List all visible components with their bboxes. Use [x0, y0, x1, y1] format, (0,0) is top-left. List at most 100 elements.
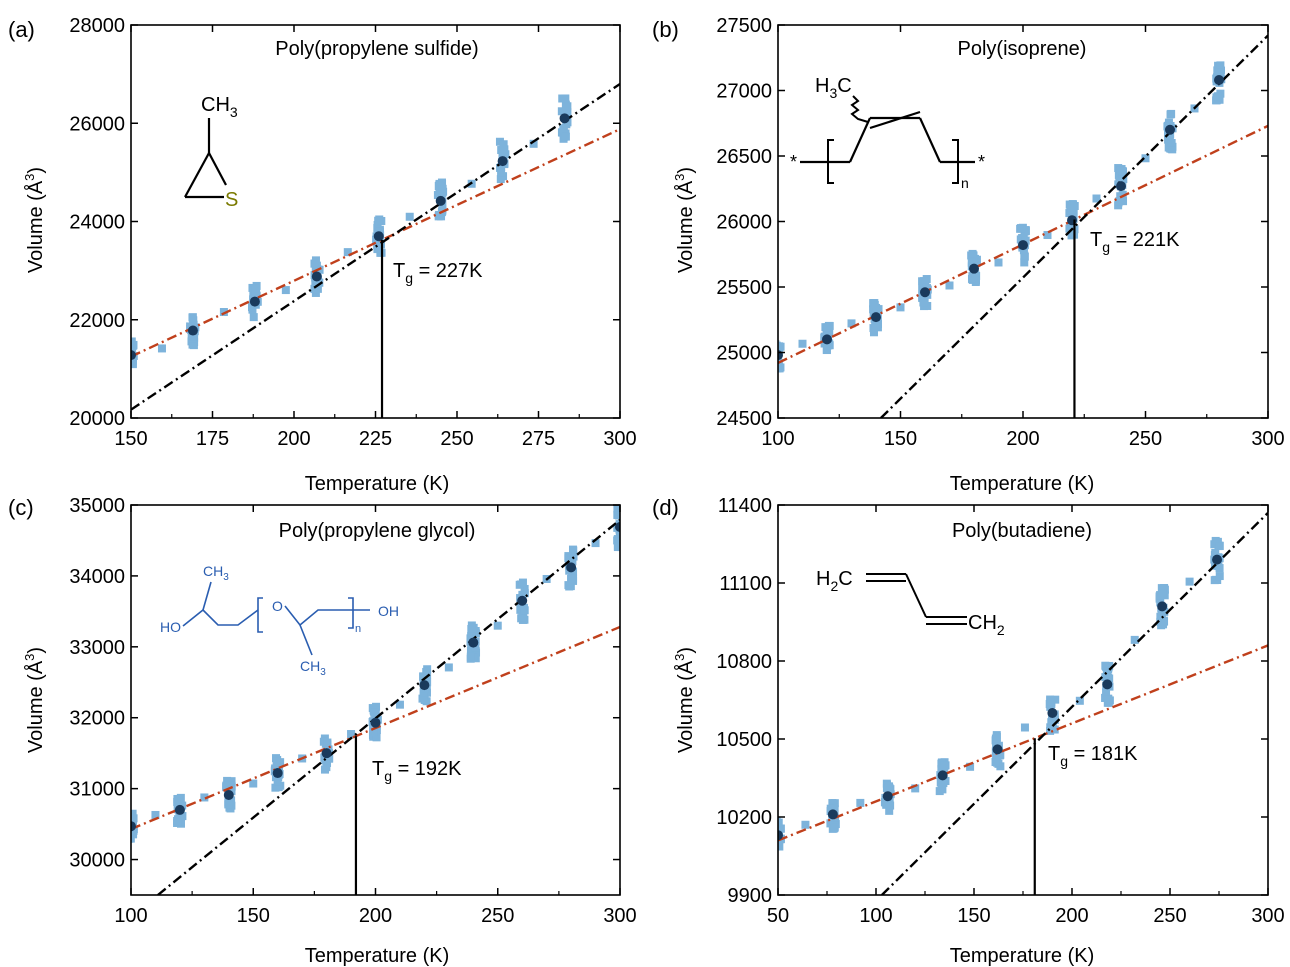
- scatter-point: [1020, 251, 1029, 260]
- tg-annotation: Tg = 227K: [393, 260, 483, 286]
- scatter-point: [131, 831, 134, 840]
- scatter-point: [936, 778, 945, 787]
- scatter-point: [798, 339, 807, 348]
- y-tick-label: 25500: [716, 277, 772, 299]
- mean-point: [1212, 554, 1223, 565]
- scatter-point: [274, 783, 283, 792]
- scatter-point: [227, 781, 236, 790]
- bond: [202, 581, 212, 611]
- scatter-point: [518, 578, 527, 587]
- y-tick-label: 11400: [718, 495, 772, 517]
- scatter-point: [496, 163, 505, 172]
- x-tick-label: 225: [359, 428, 392, 450]
- molecule-label: OH: [378, 603, 399, 619]
- mean-point: [321, 748, 332, 759]
- panel-d: (d) Poly(butadiene) Temperature (K) Volu…: [652, 495, 1285, 967]
- x-axis-label: Temperature (K): [950, 945, 1095, 967]
- scatter-point: [945, 281, 954, 290]
- x-tick-label: 300: [1251, 428, 1284, 450]
- mean-point: [566, 562, 577, 573]
- bracket-right: [348, 597, 354, 629]
- mean-point: [131, 821, 136, 832]
- y-tick-label: 32000: [69, 708, 125, 730]
- scatter-point: [1118, 190, 1127, 199]
- x-tick-label: 150: [884, 428, 917, 450]
- scatter-point: [323, 738, 332, 747]
- mean-point: [373, 231, 384, 242]
- scatter-point: [1045, 700, 1054, 709]
- scatter-point: [186, 322, 195, 331]
- y-tick-label: 24500: [716, 408, 772, 430]
- x-tick-label: 100: [114, 905, 147, 927]
- bracket-right: [952, 139, 959, 184]
- mean-point: [272, 768, 283, 779]
- panel-label: (a): [8, 17, 35, 42]
- scatter-point: [617, 505, 620, 512]
- bond: [299, 624, 313, 656]
- plot-area: [131, 505, 620, 895]
- scatter-point: [222, 781, 231, 790]
- glass-fit-line: [131, 625, 620, 831]
- scatter-point: [1020, 723, 1029, 732]
- scatter-point: [1157, 584, 1166, 593]
- molecule-label: *: [790, 152, 797, 172]
- scatter-point: [995, 751, 1004, 760]
- scatter-point: [557, 107, 566, 116]
- y-tick-label: 28000: [69, 15, 125, 37]
- scatter-point: [871, 322, 880, 331]
- scatter-point: [1070, 201, 1079, 210]
- melt-fit-line: [131, 82, 620, 411]
- scatter-point: [369, 728, 378, 737]
- mean-point: [370, 717, 381, 728]
- plot-area: [131, 82, 620, 418]
- mean-point: [992, 744, 1003, 755]
- mean-point: [822, 334, 832, 345]
- scatter-point: [869, 328, 878, 337]
- scatter-point: [991, 758, 1000, 767]
- scatter-point: [847, 319, 856, 328]
- scatter-point: [173, 818, 182, 827]
- scatter-point: [565, 582, 574, 591]
- molecule-label: n: [961, 175, 969, 191]
- panel-title: Poly(propylene sulfide): [275, 38, 478, 60]
- scatter-point: [224, 800, 233, 809]
- scatter-point: [493, 621, 502, 630]
- mean-point: [497, 156, 508, 167]
- scatter-point: [1075, 696, 1084, 705]
- tg-annotation: Tg = 192K: [372, 758, 462, 784]
- x-tick-label: 150: [957, 905, 990, 927]
- y-tick-label: 30000: [69, 850, 125, 872]
- bond: [918, 117, 942, 163]
- scatter-point: [968, 249, 977, 258]
- scatter-point: [131, 809, 137, 818]
- scatter-point: [200, 793, 209, 802]
- mean-point: [937, 770, 948, 781]
- scatter-point: [311, 256, 320, 265]
- scatter-point: [992, 739, 1001, 748]
- bond: [208, 152, 227, 186]
- mean-point: [827, 809, 838, 820]
- x-tick-label: 200: [1006, 428, 1039, 450]
- scatter-point: [131, 826, 138, 835]
- scatter-point: [937, 783, 946, 792]
- scatter-point: [189, 341, 198, 350]
- scatter-point: [911, 784, 920, 793]
- scatter-point: [189, 332, 198, 341]
- scatter-point: [1215, 542, 1224, 551]
- scatter-point: [251, 291, 260, 300]
- bracket-left: [827, 139, 834, 184]
- scatter-point: [564, 554, 573, 563]
- x-tick-label: 150: [237, 905, 270, 927]
- y-tick-label: 10800: [716, 651, 772, 673]
- molecule-label: O: [272, 598, 283, 614]
- y-tick-label: 26000: [69, 113, 125, 135]
- scatter-point: [1114, 201, 1123, 210]
- scatter-point: [1167, 109, 1176, 118]
- scatter-point: [251, 284, 260, 293]
- scatter-point: [1156, 617, 1165, 626]
- molecule-label: CH3: [201, 94, 238, 120]
- bond: [850, 95, 869, 123]
- bond: [184, 152, 210, 198]
- scatter-point: [177, 812, 186, 821]
- mean-point: [871, 312, 881, 323]
